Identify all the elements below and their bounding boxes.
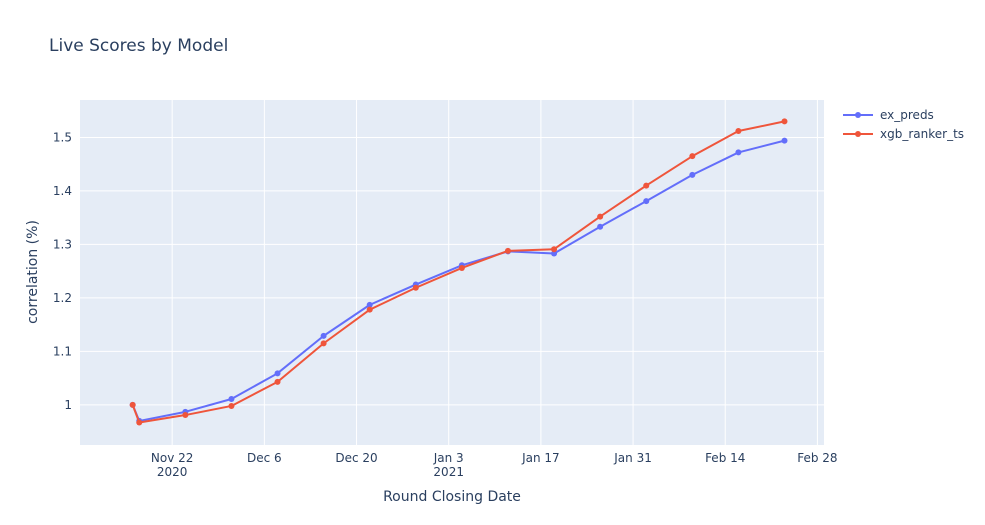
x-tick-label: Jan 17 — [521, 451, 560, 465]
x-axis-title: Round Closing Date — [383, 489, 521, 505]
data-point[interactable] — [781, 137, 788, 144]
data-point[interactable] — [458, 264, 465, 271]
y-tick-label: 1.5 — [53, 130, 72, 144]
legend-marker — [855, 112, 861, 118]
data-point[interactable] — [735, 149, 742, 156]
data-point[interactable] — [129, 401, 136, 408]
data-point[interactable] — [366, 301, 373, 308]
data-point[interactable] — [274, 378, 281, 385]
legend[interactable]: ex_preds xgb_ranker_ts — [843, 108, 964, 141]
data-point[interactable] — [320, 340, 327, 347]
y-tick-label: 1.3 — [53, 237, 72, 251]
y-tick-label: 1 — [64, 398, 72, 412]
legend-item-ex_preds[interactable]: ex_preds — [843, 108, 934, 122]
x-tick-label: Jan 31 — [613, 451, 652, 465]
data-point[interactable] — [597, 223, 604, 230]
y-tick-label: 1.2 — [53, 291, 72, 305]
data-point[interactable] — [228, 402, 235, 409]
series-layer — [129, 118, 788, 426]
legend-label: xgb_ranker_ts — [880, 127, 964, 141]
data-point[interactable] — [136, 419, 143, 426]
y-axis-title: correlation (%) — [25, 220, 41, 324]
y-tick-label: 1.4 — [53, 184, 72, 198]
data-point[interactable] — [320, 332, 327, 339]
x-tick-label: Dec 20 — [335, 451, 377, 465]
data-point[interactable] — [228, 396, 235, 402]
grid-lines — [80, 100, 824, 445]
data-point[interactable] — [689, 153, 696, 160]
x-tick-label: Feb 14 — [705, 451, 745, 465]
series-line — [131, 120, 785, 424]
data-point[interactable] — [551, 250, 558, 257]
data-point[interactable] — [689, 171, 696, 178]
data-point[interactable] — [597, 213, 604, 220]
series-xgb_ranker_ts — [129, 118, 788, 426]
chart-title: Live Scores by Model — [49, 36, 228, 56]
legend-label: ex_preds — [880, 108, 934, 122]
data-point[interactable] — [643, 198, 650, 205]
series-line — [131, 139, 785, 422]
legend-marker — [855, 131, 861, 137]
data-point[interactable] — [781, 118, 788, 125]
x-tick-year-label: 2020 — [157, 465, 188, 479]
x-tick-label: Dec 6 — [247, 451, 282, 465]
x-tick-year-label: 2021 — [433, 465, 464, 479]
data-point[interactable] — [735, 128, 742, 135]
x-tick-label: Nov 22 — [151, 451, 194, 465]
data-point[interactable] — [412, 284, 419, 291]
legend-item-xgb_ranker_ts[interactable]: xgb_ranker_ts — [843, 127, 964, 141]
data-point[interactable] — [504, 247, 511, 254]
data-point[interactable] — [366, 306, 373, 313]
x-tick-label: Jan 3 — [433, 451, 464, 465]
data-point[interactable] — [182, 412, 189, 419]
data-point[interactable] — [643, 182, 650, 189]
y-tick-label: 1.1 — [53, 344, 72, 358]
data-point[interactable] — [551, 246, 558, 253]
x-tick-label: Feb 28 — [797, 451, 837, 465]
data-point[interactable] — [274, 370, 281, 377]
